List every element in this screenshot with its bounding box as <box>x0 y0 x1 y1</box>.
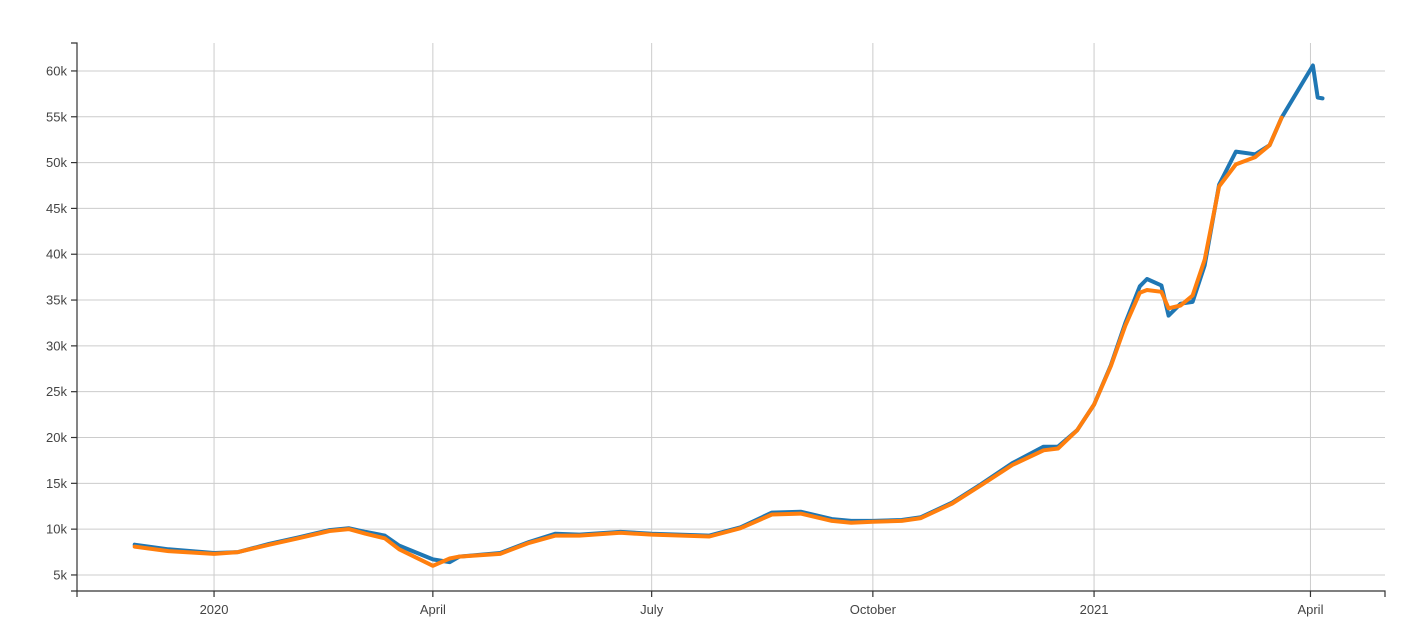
series-lines <box>132 63 1325 568</box>
series-line-2 <box>132 115 1284 568</box>
x-tick-label: July <box>640 602 664 617</box>
y-tick-label: 55k <box>46 109 67 124</box>
y-tick-label: 5k <box>53 567 67 582</box>
y-tick-label: 45k <box>46 201 67 216</box>
y-tick-label: 40k <box>46 247 67 262</box>
x-axis <box>76 590 1386 597</box>
x-tick-label: 2020 <box>200 602 229 617</box>
y-tick-label: 20k <box>46 430 67 445</box>
y-axis <box>71 42 78 592</box>
x-tick-label: April <box>1297 602 1323 617</box>
y-tick-label: 35k <box>46 293 67 308</box>
x-tick-label: April <box>420 602 446 617</box>
axes: 5k 10k 15k 20k 25k 30k 35k 40k 45k 50k 55k 60k 2020 A… <box>46 42 1386 617</box>
y-tick-label: 15k <box>46 476 67 491</box>
y-tick-label: 50k <box>46 155 67 170</box>
x-tick-label: 2021 <box>1080 602 1109 617</box>
y-tick-label: 25k <box>46 384 67 399</box>
y-tick-label: 10k <box>46 522 67 537</box>
series-line-1 <box>132 63 1325 565</box>
x-tick-label: October <box>850 602 897 617</box>
grid <box>77 43 1385 591</box>
y-tick-label: 30k <box>46 338 67 353</box>
y-tick-label: 60k <box>46 63 67 78</box>
